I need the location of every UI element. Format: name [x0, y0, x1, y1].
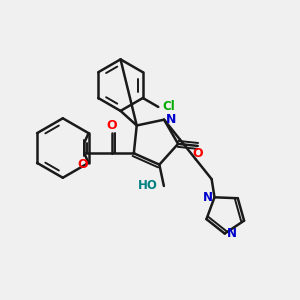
- Text: Cl: Cl: [162, 100, 175, 113]
- Text: N: N: [226, 227, 237, 240]
- Text: N: N: [202, 191, 213, 204]
- Text: N: N: [166, 113, 176, 126]
- Text: O: O: [107, 119, 117, 132]
- Text: O: O: [192, 147, 203, 161]
- Text: HO: HO: [138, 179, 158, 193]
- Text: O: O: [77, 158, 88, 171]
